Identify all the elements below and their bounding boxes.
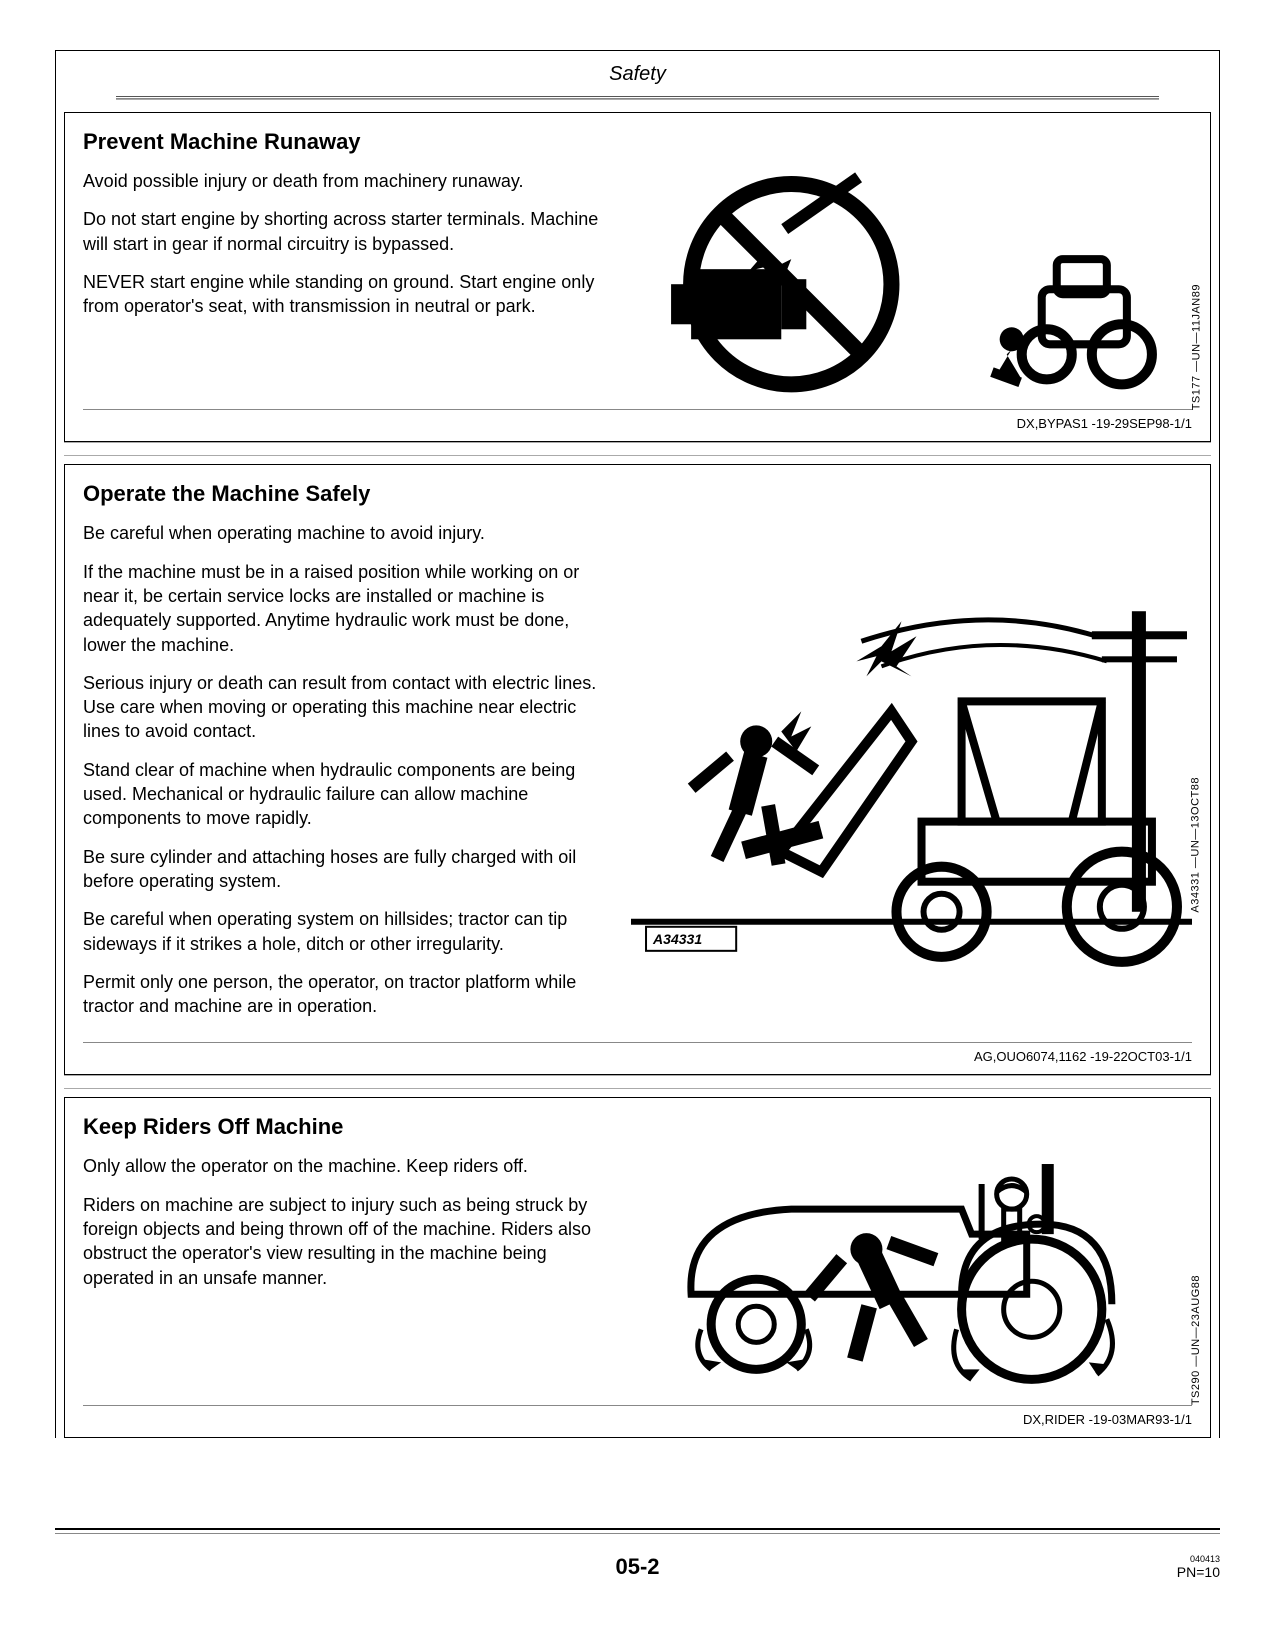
section-text: Be careful when operating machine to avo… (83, 521, 613, 1032)
section-ref-code: DX,RIDER -19-03MAR93-1/1 (83, 1405, 1192, 1427)
illustration-code-label: A34331 —UN—13OCT88 (1190, 777, 1202, 913)
no-bypass-start-icon (631, 169, 1192, 399)
paragraph: Serious injury or death can result from … (83, 671, 613, 744)
paragraph: Permit only one person, the operator, on… (83, 970, 613, 1019)
section-gap (64, 1075, 1211, 1089)
section-text: Only allow the operator on the machine. … (83, 1154, 613, 1394)
section-illustration: TS177 —UN—11JAN89 (631, 169, 1192, 399)
section-title: Prevent Machine Runaway (83, 129, 1192, 155)
paragraph: Stand clear of machine when hydraulic co… (83, 758, 613, 831)
page-header-title: Safety (609, 63, 666, 85)
rider-falling-icon (631, 1154, 1192, 1394)
illustration-inline-label: A34331 (652, 931, 702, 947)
paragraph: Be careful when operating system on hill… (83, 907, 613, 956)
section-keep-riders-off: Keep Riders Off Machine Only allow the o… (64, 1097, 1211, 1437)
illustration-code-label: TS290 —UN—23AUG88 (1190, 1275, 1202, 1405)
section-gap (64, 442, 1211, 456)
illustration-code-label: TS177 —UN—11JAN89 (1190, 284, 1202, 410)
section-body: Be careful when operating machine to avo… (83, 521, 1192, 1032)
paragraph: Be careful when operating machine to avo… (83, 521, 613, 545)
section-prevent-runaway: Prevent Machine Runaway Avoid possible i… (64, 112, 1211, 442)
footer-rule (55, 1528, 1220, 1530)
header-divider-2 (116, 99, 1159, 100)
paragraph: Do not start engine by shorting across s… (83, 207, 613, 256)
page-header: Safety (56, 51, 1219, 96)
page-footer: 05-2 040413 PN=10 (55, 1554, 1220, 1580)
paragraph: Only allow the operator on the machine. … (83, 1154, 613, 1178)
page-frame: Safety Prevent Machine Runaway Avoid pos… (55, 50, 1220, 1438)
section-ref-code: AG,OUO6074,1162 -19-22OCT03-1/1 (83, 1042, 1192, 1064)
section-body: Only allow the operator on the machine. … (83, 1154, 1192, 1394)
section-ref-code: DX,BYPAS1 -19-29SEP98-1/1 (83, 409, 1192, 431)
paragraph: Riders on machine are subject to injury … (83, 1193, 613, 1290)
footer-pn: PN=10 (1177, 1564, 1220, 1580)
paragraph: If the machine must be in a raised posit… (83, 560, 613, 657)
section-title: Keep Riders Off Machine (83, 1114, 1192, 1140)
section-title: Operate the Machine Safely (83, 481, 1192, 507)
electric-line-hazard-icon: A34331 (631, 521, 1192, 1032)
section-illustration: TS290 —UN—23AUG88 (631, 1154, 1192, 1394)
paragraph: Avoid possible injury or death from mach… (83, 169, 613, 193)
paragraph: Be sure cylinder and attaching hoses are… (83, 845, 613, 894)
section-body: Avoid possible injury or death from mach… (83, 169, 1192, 399)
page-number: 05-2 (615, 1554, 659, 1580)
footer-right: 040413 PN=10 (1177, 1554, 1220, 1580)
section-text: Avoid possible injury or death from mach… (83, 169, 613, 399)
footer-date-code: 040413 (1177, 1554, 1220, 1564)
section-operate-safely: Operate the Machine Safely Be careful wh… (64, 464, 1211, 1075)
footer-rule-2 (55, 1533, 1220, 1534)
section-illustration: A34331 A34331 —UN—13OCT88 (631, 521, 1192, 1032)
paragraph: NEVER start engine while standing on gro… (83, 270, 613, 319)
